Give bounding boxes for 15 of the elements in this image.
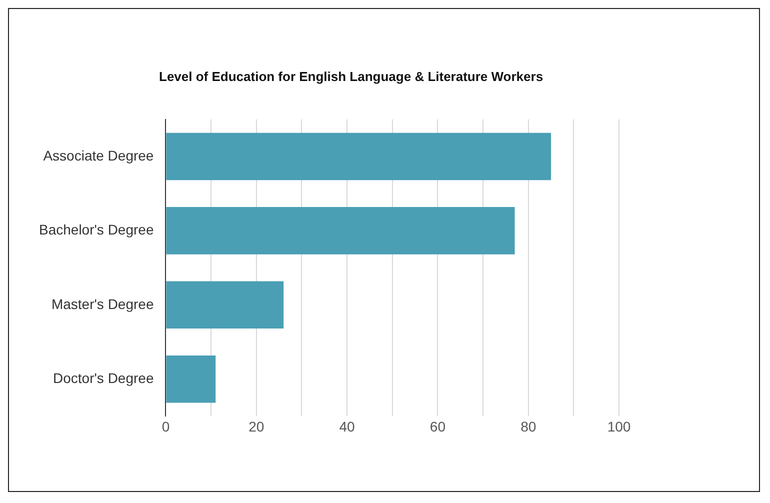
x-tick-label: 40 [339,418,356,434]
bar [166,281,284,329]
x-tick-label: 60 [430,418,446,434]
bar [166,207,515,254]
bar [166,132,552,180]
x-tick-label: 80 [520,418,536,434]
x-tick-label: 20 [248,418,264,434]
y-tick-label: Bachelor's Degree [39,222,154,238]
y-tick-label: Associate Degree [43,147,154,164]
chart-title: Level of Education for English Language & Literature Workers [159,69,544,84]
y-tick-label: Doctor's Degree [53,370,154,386]
bar [166,355,216,403]
x-tick-label: 0 [162,418,170,434]
x-tick-label: 100 [607,418,631,434]
y-tick-label: Master's Degree [51,296,154,312]
